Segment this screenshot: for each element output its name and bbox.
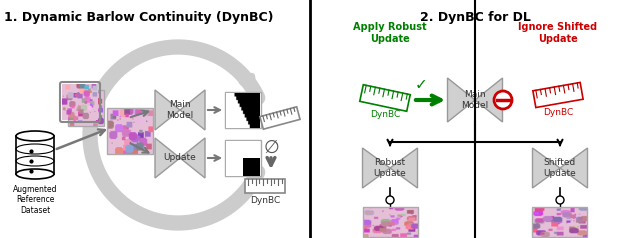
Polygon shape	[447, 78, 475, 122]
Polygon shape	[155, 138, 180, 178]
Bar	[68, 90, 104, 126]
Text: 1. Dynamic Barlow Continuity (DynBC): 1. Dynamic Barlow Continuity (DynBC)	[4, 11, 273, 24]
Bar	[107, 108, 153, 154]
Polygon shape	[362, 148, 390, 188]
Text: Main
Model: Main Model	[166, 100, 194, 120]
Bar	[16, 136, 54, 174]
Polygon shape	[260, 107, 300, 129]
Polygon shape	[475, 78, 502, 122]
Text: Apply Robust
Update: Apply Robust Update	[353, 22, 427, 44]
Text: ✓: ✓	[415, 78, 428, 93]
Circle shape	[386, 196, 394, 204]
Bar	[363, 207, 418, 237]
Ellipse shape	[16, 131, 54, 141]
Bar	[532, 207, 587, 237]
Text: Ignore Shifted
Update: Ignore Shifted Update	[518, 22, 598, 44]
Bar	[225, 92, 261, 128]
Bar	[225, 140, 261, 176]
Polygon shape	[155, 90, 180, 130]
Text: Augmented
Reference
Dataset: Augmented Reference Dataset	[13, 185, 57, 215]
Polygon shape	[390, 148, 417, 188]
Polygon shape	[180, 90, 205, 130]
Text: 2. DynBC for DL: 2. DynBC for DL	[420, 11, 531, 24]
Circle shape	[556, 196, 564, 204]
Text: $\varnothing$: $\varnothing$	[263, 139, 279, 157]
Polygon shape	[245, 179, 285, 193]
Text: DynBC: DynBC	[543, 108, 573, 117]
Polygon shape	[532, 148, 560, 188]
Text: Shifted
Update: Shifted Update	[543, 158, 577, 178]
Text: Main
Model: Main Model	[461, 90, 488, 110]
Polygon shape	[360, 85, 410, 111]
Text: DynBC: DynBC	[370, 110, 400, 119]
Text: DynBC: DynBC	[250, 196, 280, 205]
Text: Robust
Update: Robust Update	[374, 158, 406, 178]
Polygon shape	[560, 148, 588, 188]
Circle shape	[494, 91, 512, 109]
Polygon shape	[180, 138, 205, 178]
Text: Update: Update	[164, 154, 196, 163]
Ellipse shape	[16, 169, 54, 179]
Polygon shape	[533, 82, 583, 108]
